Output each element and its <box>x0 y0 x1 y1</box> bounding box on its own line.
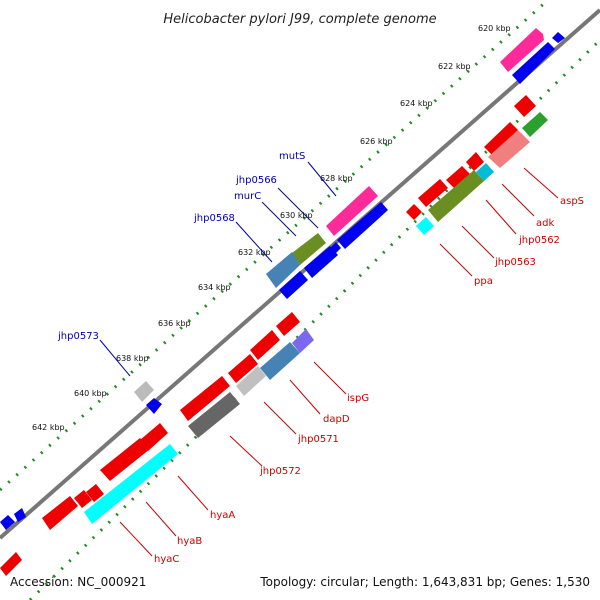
gene-label: jhp0573 <box>57 331 99 342</box>
gene-red-r5[interactable] <box>418 179 448 207</box>
gene-label: hyaA <box>210 510 235 521</box>
gene-red-r4[interactable] <box>446 166 470 188</box>
gene-label: jhp0563 <box>494 257 536 268</box>
gene-cyan-ppa[interactable] <box>416 217 434 235</box>
leader-lines <box>99 161 559 557</box>
gene-label: mutS <box>279 151 305 162</box>
tick-label: 620 kbp <box>478 24 511 33</box>
gene-red-r10[interactable] <box>180 376 230 421</box>
gene-steelblue[interactable] <box>266 252 300 288</box>
gene-red-r14[interactable] <box>74 490 92 508</box>
gene-red-r7[interactable] <box>276 312 300 336</box>
gene-purple[interactable] <box>292 329 314 353</box>
tick-label: 636 kbp <box>158 319 191 328</box>
gene-red-r13[interactable] <box>86 484 104 502</box>
gene-pink-top[interactable] <box>500 28 544 72</box>
gene-red-r6[interactable] <box>406 204 422 220</box>
gene-pink-muts[interactable] <box>326 186 378 236</box>
outer-dotted-track <box>0 0 549 492</box>
tick-label: 642 kbp <box>32 423 65 432</box>
gene-label: adk <box>536 218 554 229</box>
gene-grey-small[interactable] <box>134 381 154 402</box>
gene-olive-r[interactable] <box>428 170 484 222</box>
gene-red-r3[interactable] <box>466 152 484 171</box>
genome-title: Helicobacter pylori J99, complete genome <box>163 12 436 27</box>
forward-genes <box>0 28 565 530</box>
tick-label: 640 kbp <box>74 389 107 398</box>
accession-text: Accession: NC_000921 <box>10 575 146 589</box>
tick-label: 632 kbp <box>238 248 271 257</box>
gene-label: aspS <box>560 196 584 207</box>
tick-label: 622 kbp <box>438 62 471 71</box>
gene-label: ispG <box>347 393 369 404</box>
gene-blue-small2[interactable] <box>146 398 162 414</box>
gene-label: hyaC <box>154 554 179 565</box>
tick-label: 638 kbp <box>116 354 149 363</box>
reverse-genes <box>0 95 548 576</box>
gene-olive[interactable] <box>292 233 326 265</box>
gene-blue-small[interactable] <box>552 32 565 43</box>
gene-blue-left[interactable] <box>0 515 15 530</box>
gene-cyan-hya[interactable] <box>84 444 178 524</box>
gene-blue-a[interactable] <box>337 202 388 249</box>
gene-label: dapD <box>323 414 350 425</box>
gene-darkgrey[interactable] <box>188 392 240 438</box>
gene-blue-c[interactable] <box>304 246 338 278</box>
gene-label: jhp0562 <box>518 235 560 246</box>
gene-red-r2[interactable] <box>484 122 518 155</box>
gene-label: jhp0572 <box>259 466 301 477</box>
gene-grey-r[interactable] <box>236 366 266 396</box>
gene-label: jhp0571 <box>297 434 339 445</box>
gene-red-r12[interactable] <box>100 438 150 481</box>
tick-label: 624 kbp <box>400 99 433 108</box>
gene-salmon[interactable] <box>488 130 530 168</box>
gene-red-r1[interactable] <box>514 95 536 117</box>
gene-label: hyaB <box>177 536 202 547</box>
gene-label: jhp0566 <box>235 175 277 186</box>
gene-label: murC <box>234 191 261 202</box>
gene-cyan-r[interactable] <box>476 163 494 181</box>
gene-green[interactable] <box>522 112 548 137</box>
gene-label: jhp0568 <box>193 213 235 224</box>
gene-red-left[interactable] <box>0 552 22 576</box>
gene-blue-top[interactable] <box>512 42 555 84</box>
genome-summary: Topology: circular; Length: 1,643,831 bp… <box>259 575 590 589</box>
tick-label: 634 kbp <box>198 283 231 292</box>
gene-red-r11[interactable] <box>140 423 168 451</box>
gene-steelblue-r[interactable] <box>260 342 300 380</box>
inner-dotted-track <box>28 38 600 600</box>
gene-red-r9[interactable] <box>228 354 258 383</box>
gene-red-r8[interactable] <box>250 330 280 360</box>
tick-label: 628 kbp <box>320 174 353 183</box>
gene-red-r15[interactable] <box>42 496 78 530</box>
gene-label: ppa <box>474 276 493 287</box>
tick-label: 626 kbp <box>360 137 393 146</box>
gene-blue-left2[interactable] <box>14 508 26 522</box>
tick-label: 630 kbp <box>280 211 313 220</box>
gene-blue-d[interactable] <box>279 271 308 299</box>
